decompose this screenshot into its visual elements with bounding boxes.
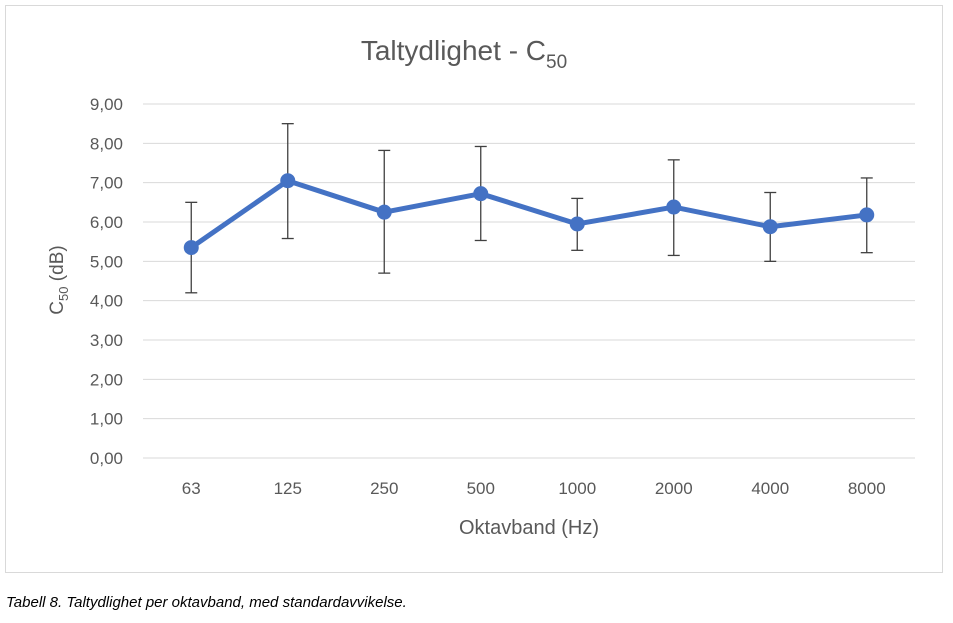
data-point (473, 186, 489, 202)
data-point (666, 199, 682, 215)
chart-title-main: Taltydlighet - C (361, 35, 546, 66)
y-tick-label: 5,00 (90, 252, 123, 271)
y-tick-label: 6,00 (90, 213, 123, 232)
chart-title: Taltydlighet - C50 (361, 35, 567, 73)
x-tick-label: 250 (370, 479, 398, 498)
y-tick-label: 0,00 (90, 449, 123, 468)
data-point (183, 240, 199, 256)
y-tick-label: 2,00 (90, 370, 123, 389)
chart-title-subscript: 50 (546, 52, 567, 73)
y-axis-label-main: C (47, 301, 68, 315)
x-axis-label: Oktavband (Hz) (459, 517, 599, 539)
data-point (280, 173, 296, 189)
x-tick-label: 125 (274, 479, 302, 498)
y-tick-label: 9,00 (90, 95, 123, 114)
y-tick-label: 1,00 (90, 410, 123, 429)
y-axis-label-subscript: 50 (56, 286, 71, 300)
series-polyline (188, 178, 870, 251)
series-line (188, 178, 870, 251)
data-point (859, 207, 875, 223)
gridlines (143, 103, 915, 459)
x-tick-label: 63 (182, 479, 201, 498)
data-point (376, 204, 392, 220)
y-tick-label: 7,00 (90, 174, 123, 193)
data-point (762, 219, 778, 235)
y-tick-label: 4,00 (90, 292, 123, 311)
y-axis-label-suffix: (dB) (47, 245, 68, 286)
y-tick-labels: 0,00 1,00 2,00 3,00 4,00 5,00 6,00 7,00 8,00 9,00 (90, 95, 123, 468)
chart-svg: 0,00 1,00 2,00 3,00 4,00 5,00 6,00 7,00 8,00 9,00… (47, 35, 915, 539)
y-tick-label: 8,00 (90, 134, 123, 153)
x-tick-labels: 63 125 250 500 1000 2000 4000 8000 (182, 479, 886, 498)
table-caption: Tabell 8. Taltydlighet per oktavband, me… (6, 594, 407, 611)
chart-container (5, 5, 943, 573)
x-tick-label: 4000 (751, 479, 789, 498)
data-point (569, 216, 585, 232)
data-points (183, 173, 875, 256)
x-tick-label: 1000 (558, 479, 596, 498)
y-axis-label: C50 (dB) (47, 245, 71, 314)
x-tick-label: 500 (467, 479, 495, 498)
x-tick-label: 2000 (655, 479, 693, 498)
y-tick-label: 3,00 (90, 331, 123, 350)
x-tick-label: 8000 (848, 479, 886, 498)
